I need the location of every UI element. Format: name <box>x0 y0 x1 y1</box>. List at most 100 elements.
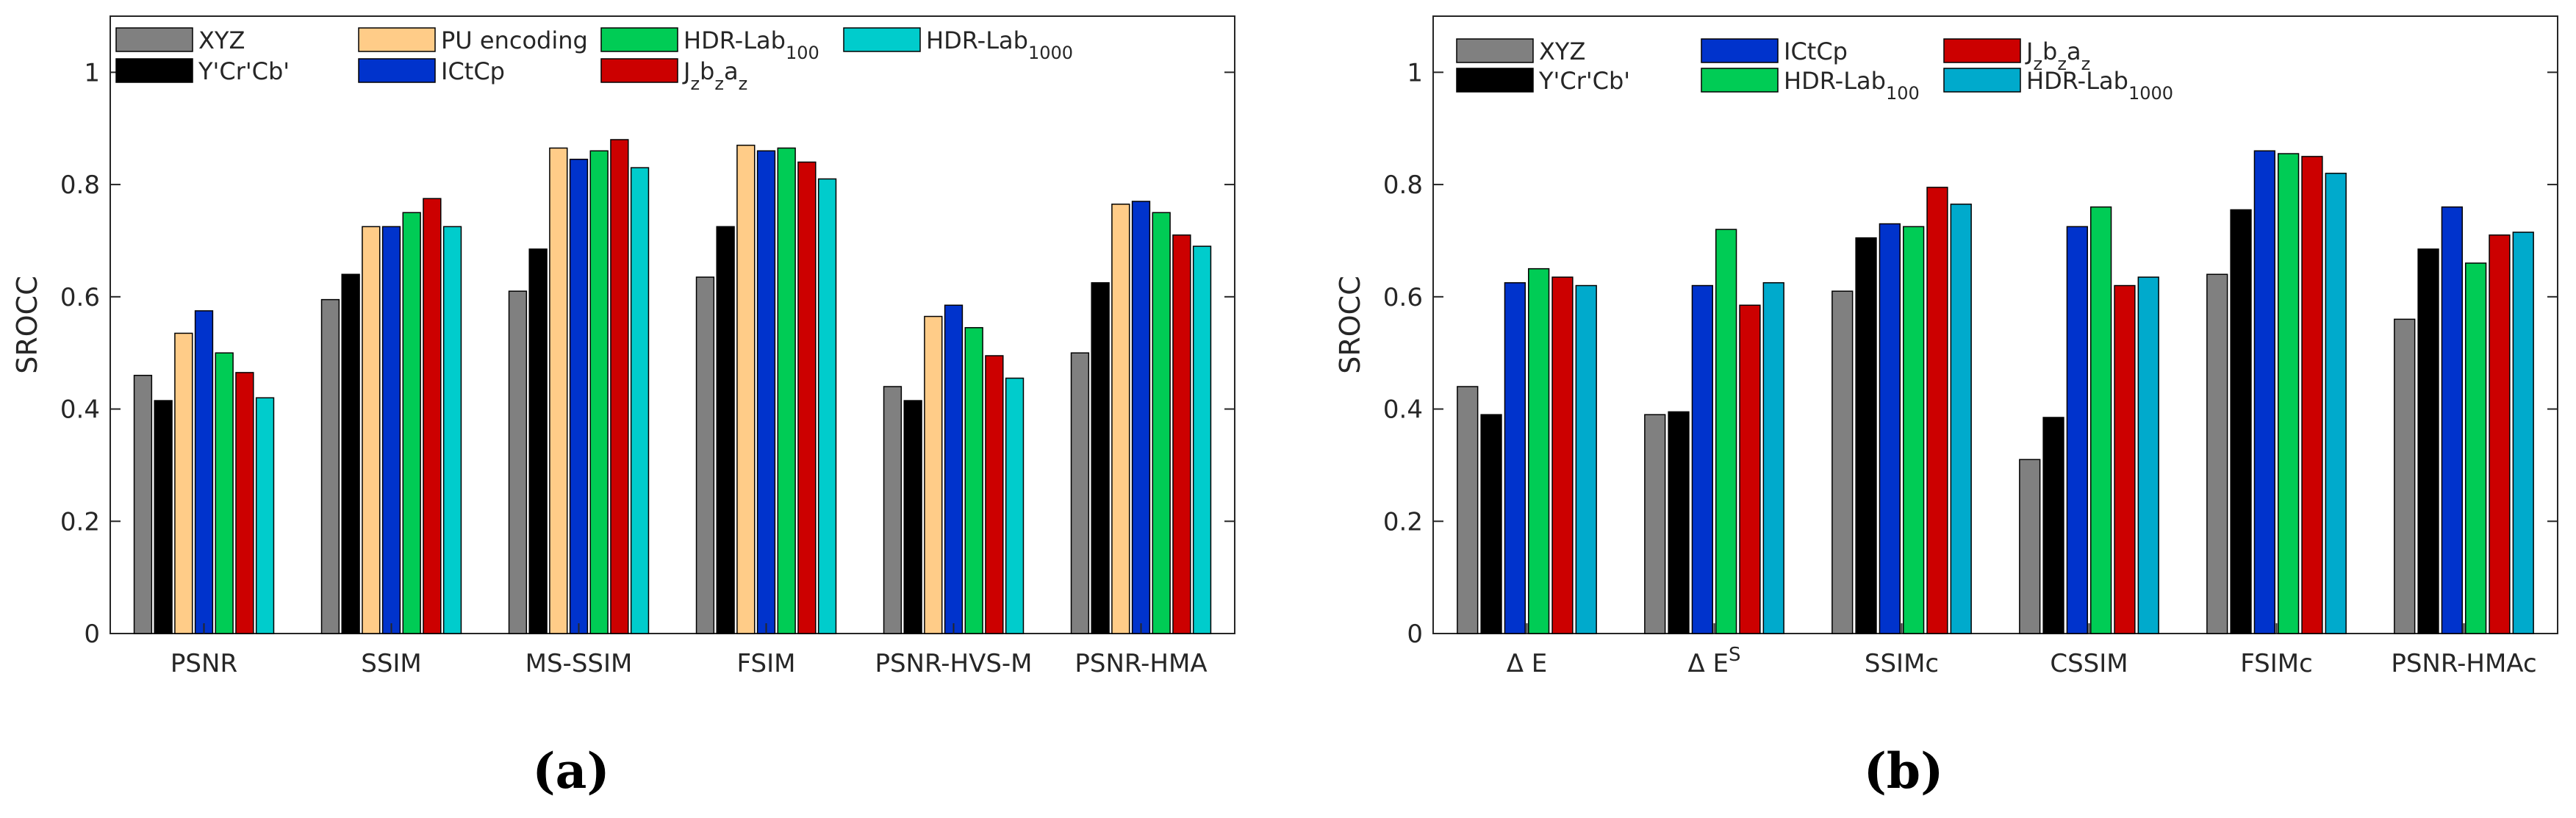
bar <box>1903 226 1925 634</box>
y-tick-label: 0 <box>1407 620 1423 649</box>
legend-label: Y'Cr'Cb' <box>1538 67 1630 95</box>
bar <box>2066 226 2088 634</box>
bar <box>1668 411 1690 634</box>
bar <box>2253 150 2275 634</box>
y-axis-label: SROCC <box>1334 276 1366 374</box>
bar <box>362 226 381 634</box>
legend-swatch <box>358 27 436 52</box>
bar <box>2230 209 2252 634</box>
legend-swatch <box>115 58 193 83</box>
bar <box>528 248 548 634</box>
bar <box>1575 284 1597 634</box>
y-tick-label: 0.6 <box>60 283 100 312</box>
y-tick-label: 1 <box>84 58 100 87</box>
bar <box>797 161 817 634</box>
panel-label-b: (b) <box>1864 742 1944 800</box>
legend-label: HDR-Lab100 <box>684 26 819 63</box>
legend-label: XYZ <box>1539 37 1585 65</box>
bar <box>2206 273 2228 634</box>
bar <box>1070 352 1090 634</box>
legend-label: ICtCp <box>441 57 505 85</box>
bar <box>736 144 756 634</box>
bar <box>1091 281 1110 634</box>
bar <box>756 150 776 634</box>
bar <box>1551 276 1574 634</box>
y-tick-label: 0.2 <box>60 507 100 537</box>
bar <box>2489 234 2511 634</box>
bar <box>194 310 214 634</box>
bar <box>402 212 421 634</box>
bar <box>1457 386 1479 634</box>
bar <box>2441 206 2463 634</box>
bar <box>817 178 837 634</box>
x-tick-label: SSIMc <box>1865 649 1939 678</box>
bar <box>985 355 1004 634</box>
bar <box>924 315 943 634</box>
x-tick-label: CSSIM <box>2050 649 2128 678</box>
bar <box>1739 304 1761 634</box>
bar <box>2042 417 2064 634</box>
y-tick-label: 0.4 <box>1383 395 1423 425</box>
bar <box>695 276 715 634</box>
bar <box>1644 414 1666 634</box>
y-tick-label: 0.2 <box>1383 507 1423 537</box>
bar <box>320 298 340 634</box>
bar <box>549 147 568 634</box>
legend-label: HDR-Lab100 <box>1784 67 1920 104</box>
bar <box>1192 245 1212 634</box>
x-tick-label: FSIM <box>737 649 796 678</box>
legend-label: Jzbzaz <box>2025 37 2090 74</box>
y-axis-label: SROCC <box>11 276 43 374</box>
bar <box>2019 459 2041 634</box>
legend-label: Y'Cr'Cb' <box>198 57 290 85</box>
bar <box>1504 281 1526 634</box>
bar <box>777 147 796 634</box>
bar <box>944 304 964 634</box>
bar <box>2512 232 2534 634</box>
y-tick-label: 0.8 <box>1383 171 1423 200</box>
bar <box>235 372 254 634</box>
legend-swatch <box>1943 68 2021 93</box>
legend-swatch <box>843 27 921 52</box>
bar <box>1172 234 1191 634</box>
bar <box>2114 284 2136 634</box>
bar <box>215 352 234 634</box>
legend-swatch <box>115 27 193 52</box>
bar <box>964 327 983 634</box>
bar <box>1831 290 1854 634</box>
bar <box>1005 377 1025 634</box>
bar <box>2137 276 2159 634</box>
legend-label: HDR-Lab1000 <box>926 26 1073 63</box>
x-tick-label: PSNR <box>171 649 237 678</box>
panel-label-a: (a) <box>532 742 609 800</box>
bar <box>903 400 922 634</box>
bar <box>569 158 589 634</box>
legend-label: Jzbzaz <box>682 57 747 94</box>
bar <box>2278 153 2300 634</box>
bar <box>716 226 735 634</box>
bar <box>1691 284 1713 634</box>
legend-swatch <box>1701 38 1779 63</box>
legend-label: ICtCp <box>1784 37 1848 65</box>
bar <box>2301 156 2323 634</box>
legend-swatch <box>1456 38 1534 63</box>
bar <box>2465 262 2487 634</box>
x-tick-label: Δ E <box>1507 649 1548 678</box>
legend-swatch <box>1701 68 1779 93</box>
bar <box>2417 248 2439 634</box>
bar <box>442 226 462 634</box>
bar <box>381 226 401 634</box>
y-tick-label: 0.4 <box>60 395 100 425</box>
bar <box>1131 201 1151 634</box>
legend-label: XYZ <box>198 26 245 54</box>
bar <box>2090 206 2112 634</box>
bar <box>341 273 360 634</box>
bar <box>883 386 903 634</box>
y-tick-label: 1 <box>1407 58 1423 87</box>
legend-swatch <box>1943 38 2021 63</box>
bar <box>589 150 609 634</box>
legend-swatch <box>358 58 436 83</box>
x-tick-label: FSIMc <box>2240 649 2313 678</box>
bar <box>1715 229 1737 634</box>
